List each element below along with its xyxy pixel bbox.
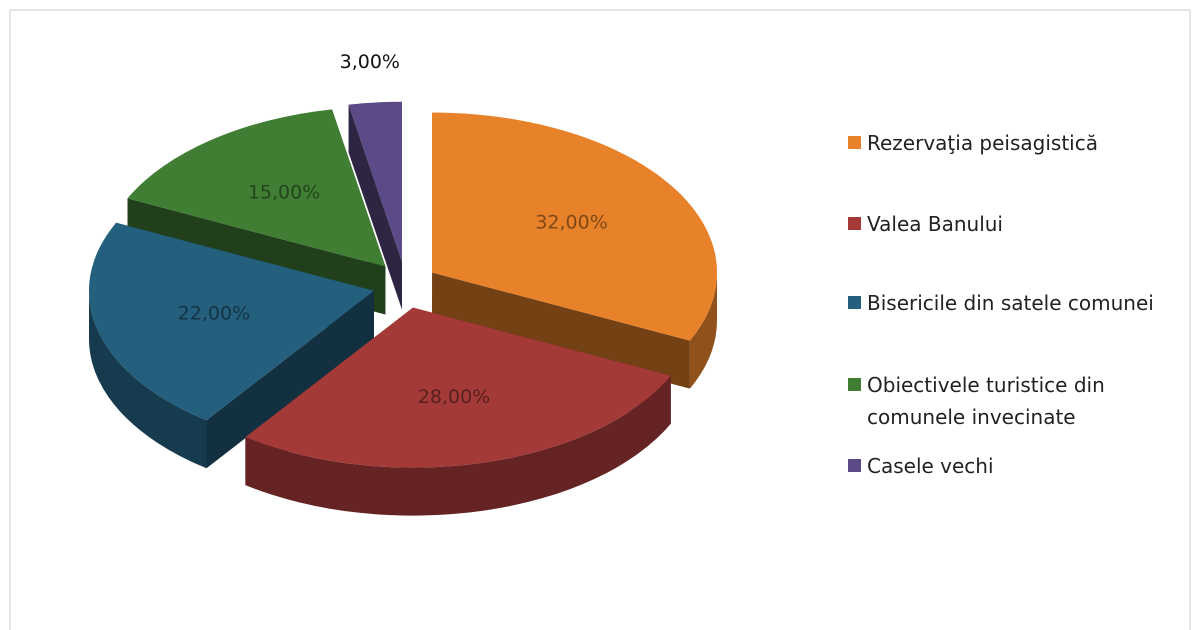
data-label: 32,00% xyxy=(535,211,607,233)
legend-label: Valea Banului xyxy=(867,212,1003,236)
legend-label: Casele vechi xyxy=(867,454,994,478)
legend-label: Bisericile din satele comunei xyxy=(867,291,1154,315)
legend-swatch xyxy=(848,459,861,472)
data-label: 22,00% xyxy=(178,302,250,324)
legend-swatch xyxy=(848,296,861,309)
data-label: 15,00% xyxy=(248,182,320,204)
slice-wall xyxy=(88,290,207,469)
slice-side xyxy=(348,104,402,310)
slice xyxy=(432,112,718,341)
slice xyxy=(245,307,671,468)
slice xyxy=(348,101,402,262)
slice xyxy=(88,222,375,421)
legend-label: Rezervaţia peisagistică xyxy=(867,131,1098,155)
slice-wall xyxy=(689,272,717,389)
slice-wall xyxy=(245,375,671,516)
legend-item: Obiectivele turistice din comunele invec… xyxy=(848,369,1178,433)
legend-label: Obiectivele turistice din comunele invec… xyxy=(867,373,1105,429)
slice xyxy=(127,109,386,267)
legend-swatch xyxy=(848,378,861,391)
data-label: 3,00% xyxy=(340,51,400,73)
legend-item: Valea Banului xyxy=(848,208,1178,240)
slice-side xyxy=(206,290,375,469)
frame xyxy=(9,9,1191,630)
data-label: 28,00% xyxy=(418,386,490,408)
legend-item: Rezervaţia peisagistică xyxy=(848,127,1178,159)
legend-item: Bisericile din satele comunei xyxy=(848,287,1178,319)
slice-side xyxy=(432,272,690,389)
legend-item: Casele vechi xyxy=(848,450,1178,482)
legend-swatch xyxy=(848,136,861,149)
legend-swatch xyxy=(848,217,861,230)
